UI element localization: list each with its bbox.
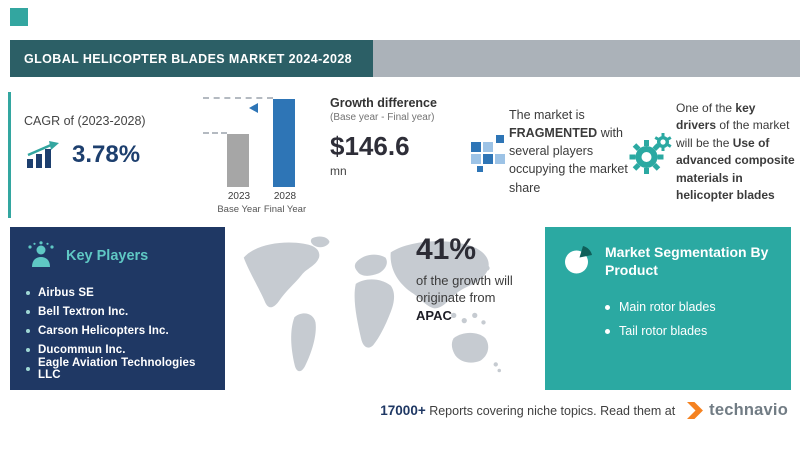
key-players-list: Airbus SE Bell Textron Inc. Carson Helic… [26,283,209,381]
cagr-block: 3.78% [24,140,140,170]
key-player-name: Carson Helicopters Inc. [38,324,169,337]
technavio-wordmark: technavio [709,401,788,419]
chart-bar [273,99,295,187]
key-players-title: Key Players [66,248,149,264]
region-text: of the growth will originate from APAC [416,273,540,325]
bullet [605,328,610,334]
growth-difference-block: Growth difference (Base year - Final yea… [330,96,464,178]
footer-tagline: Reports covering niche topics. Read them… [429,404,676,418]
key-player-name: Ducommun Inc. [38,343,126,356]
bar-chart: 2023 Base Year 2028 Final Year [203,94,321,224]
bullet [26,290,30,295]
bullet [26,366,30,371]
fragmented-squares-icon [471,135,505,172]
bullet [605,304,610,310]
list-item: Eagle Aviation Technologies LLC [26,356,209,381]
bullet [26,328,30,333]
key-player-name: Airbus SE [38,286,94,299]
region-line-1: of the growth will [416,273,513,288]
page-title: GLOBAL HELICOPTER BLADES MARKET 2024-202… [24,51,353,66]
growth-value: $146.6 [330,131,410,161]
gears-icon [628,130,674,181]
chart-dashline [203,97,273,99]
fragmented-post: with several players occupying the marke… [509,126,628,195]
list-item: Ducommun Inc. [26,340,209,359]
growth-unit: mn [330,164,347,178]
cagr-value: 3.78% [72,141,141,168]
key-player-name: Eagle Aviation Technologies LLC [38,356,196,381]
segment-name: Main rotor blades [619,300,716,315]
list-item: Tail rotor blades [605,319,773,343]
technavio-arrow-icon [687,402,704,419]
bullet [26,347,30,352]
fragmented-highlight: FRAGMENTED [509,126,598,141]
list-item: Bell Textron Inc. [26,302,209,321]
chart-bar [227,134,249,187]
growth-subtitle: (Base year - Final year) [330,112,435,123]
region-value: 41% [416,233,477,266]
bar-year: 2028 [273,191,297,202]
brand-accent-square [10,8,28,26]
footer-text: 17000+ Reports covering niche topics. Re… [380,403,675,418]
world-map [243,236,501,373]
segment-name: Tail rotor blades [619,324,708,339]
key-player-name: Bell Textron Inc. [38,305,129,318]
report-count: 17000+ [380,403,426,418]
bar-chart-plot [203,94,321,187]
key-players-header: Key Players [26,241,209,271]
bar-year: 2023 [227,191,251,202]
bar-label-2023: 2023 Base Year [215,191,263,215]
key-players-panel: Key Players Airbus SE Bell Textron Inc. … [10,227,225,390]
segmentation-panel: Market Segmentation By Product Main roto… [545,227,791,390]
list-item: Carson Helicopters Inc. [26,321,209,340]
region-stat: 41% of the growth will originate from AP… [416,233,540,325]
driver-mid: of the market will be the [676,118,790,150]
region-highlight: APAC [416,307,452,323]
cagr-label: CAGR of (2023-2028) [24,114,146,128]
segmentation-list: Main rotor blades Tail rotor blades [605,295,773,343]
bar-chart-growth-icon [27,141,59,168]
segmentation-title: Market Segmentation By Product [605,244,769,279]
bar-label-2028: 2028 Final Year [261,191,309,215]
bar-sublabel: Final Year [263,203,307,215]
left-accent-bar [8,92,11,218]
bullet [26,309,30,314]
header-gray-bar [373,40,800,77]
region-line-2: originate from [416,289,496,305]
key-driver-text: One of the key drivers of the market wil… [676,100,796,204]
driver-bold-2: Use of advanced composite materials in h… [676,135,795,202]
people-icon [28,241,54,267]
technavio-logo: technavio [687,401,788,420]
footer: 17000+ Reports covering niche topics. Re… [380,401,788,420]
driver-bold-1: key drivers [676,101,756,133]
fragmented-text: The market is FRAGMENTED with several pl… [509,106,631,197]
segmentation-header: Market Segmentation By Product [563,243,773,279]
bar-sublabel: Base Year [217,203,261,215]
header: GLOBAL HELICOPTER BLADES MARKET 2024-202… [10,40,373,77]
list-item: Airbus SE [26,283,209,302]
growth-title: Growth difference [330,96,437,110]
fragmented-pre: The market is [509,108,585,122]
list-item: Main rotor blades [605,295,773,319]
region-panel: 41% of the growth will originate from AP… [224,229,544,389]
driver-pre: One of the [676,101,733,115]
pie-chart-icon [565,246,592,274]
growth-arrow [249,103,258,113]
chart-dashline [203,132,227,134]
